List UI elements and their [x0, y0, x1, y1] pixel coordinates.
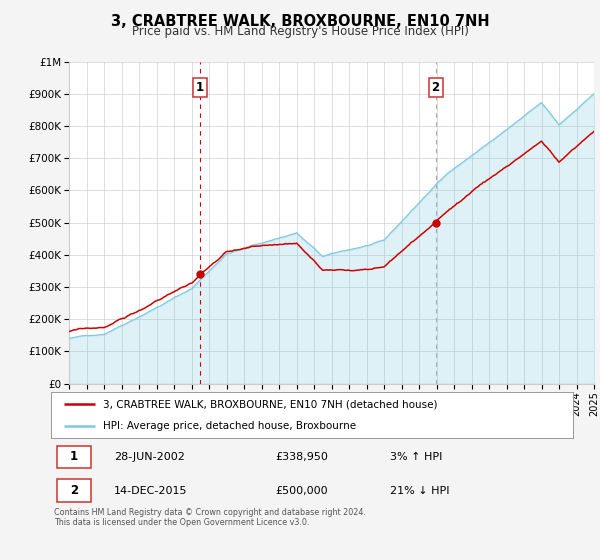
- FancyBboxPatch shape: [57, 446, 91, 468]
- Text: £500,000: £500,000: [275, 486, 328, 496]
- Text: 21% ↓ HPI: 21% ↓ HPI: [391, 486, 450, 496]
- Text: 2: 2: [431, 81, 440, 94]
- Text: HPI: Average price, detached house, Broxbourne: HPI: Average price, detached house, Brox…: [103, 421, 356, 431]
- Text: Price paid vs. HM Land Registry's House Price Index (HPI): Price paid vs. HM Land Registry's House …: [131, 25, 469, 38]
- Text: 1: 1: [70, 450, 78, 464]
- Text: 2: 2: [70, 484, 78, 497]
- Text: £338,950: £338,950: [275, 452, 328, 462]
- Text: 14-DEC-2015: 14-DEC-2015: [113, 486, 187, 496]
- Text: 28-JUN-2002: 28-JUN-2002: [113, 452, 185, 462]
- Text: 3, CRABTREE WALK, BROXBOURNE, EN10 7NH: 3, CRABTREE WALK, BROXBOURNE, EN10 7NH: [110, 14, 490, 29]
- Text: 1: 1: [196, 81, 204, 94]
- FancyBboxPatch shape: [57, 479, 91, 502]
- Text: 3, CRABTREE WALK, BROXBOURNE, EN10 7NH (detached house): 3, CRABTREE WALK, BROXBOURNE, EN10 7NH (…: [103, 399, 438, 409]
- Text: 3% ↑ HPI: 3% ↑ HPI: [391, 452, 443, 462]
- Text: Contains HM Land Registry data © Crown copyright and database right 2024.
This d: Contains HM Land Registry data © Crown c…: [54, 508, 366, 528]
